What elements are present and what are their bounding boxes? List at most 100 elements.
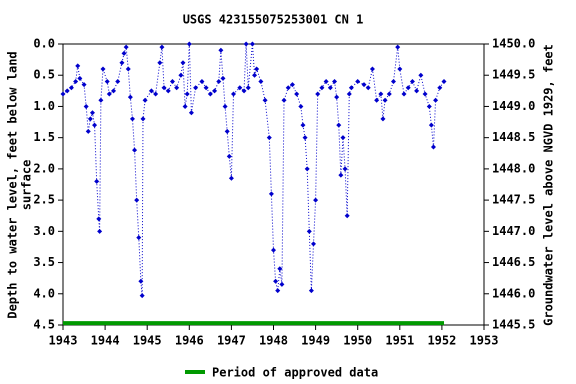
- data-point: [279, 281, 285, 287]
- data-point: [374, 97, 380, 103]
- data-point: [319, 85, 325, 91]
- y-tick-label: 0.5: [33, 68, 55, 82]
- y-tick-label: 4.5: [33, 318, 55, 332]
- x-tick-label: 1947: [217, 334, 246, 348]
- data-point: [300, 122, 306, 128]
- y-tick-label: 2.0: [33, 161, 55, 175]
- data-point: [100, 66, 106, 72]
- data-point: [220, 75, 226, 81]
- data-point: [418, 72, 424, 78]
- data-point: [148, 88, 154, 94]
- y2-tick-label: 1449.5: [492, 68, 535, 82]
- data-point: [409, 78, 415, 84]
- data-point: [178, 72, 184, 78]
- data-point: [180, 60, 186, 66]
- data-point: [188, 110, 194, 116]
- data-point: [237, 85, 243, 91]
- y2-tick-label: 1445.5: [492, 318, 535, 332]
- data-point: [365, 85, 371, 91]
- data-point: [125, 66, 131, 72]
- data-point: [123, 44, 129, 50]
- data-point: [161, 85, 167, 91]
- data-point: [132, 147, 138, 153]
- data-point: [249, 41, 255, 47]
- data-point: [119, 60, 125, 66]
- data-point: [75, 63, 81, 69]
- data-point: [355, 78, 361, 84]
- data-point: [97, 228, 103, 234]
- data-point: [157, 60, 163, 66]
- data-point: [441, 78, 447, 84]
- data-point: [228, 175, 234, 181]
- data-point: [369, 66, 375, 72]
- data-point: [184, 91, 190, 97]
- data-point: [159, 44, 165, 50]
- x-tick-label: 1951: [385, 334, 414, 348]
- data-point: [422, 91, 428, 97]
- data-point: [414, 88, 420, 94]
- data-point: [294, 91, 300, 97]
- data-point: [315, 91, 321, 97]
- data-point: [302, 135, 308, 141]
- legend-label: Period of approved data: [212, 366, 378, 380]
- data-point: [169, 78, 175, 84]
- data-point: [106, 91, 112, 97]
- data-point: [258, 78, 264, 84]
- y2-tick-label: 1447.0: [492, 224, 535, 238]
- data-point: [92, 122, 98, 128]
- data-point: [115, 78, 121, 84]
- data-point: [140, 116, 146, 122]
- data-point: [332, 78, 338, 84]
- y-tick-label: 4.0: [33, 286, 55, 300]
- data-point: [336, 122, 342, 128]
- data-point: [83, 103, 89, 109]
- data-point: [334, 94, 340, 100]
- data-point: [212, 88, 218, 94]
- x-tick-label: 1952: [427, 334, 456, 348]
- data-point: [153, 91, 159, 97]
- data-point: [344, 213, 350, 219]
- data-point: [390, 78, 396, 84]
- data-point: [289, 82, 295, 88]
- x-tick-label: 1944: [91, 334, 120, 348]
- data-point: [346, 91, 352, 97]
- x-tick-label: 1949: [301, 334, 330, 348]
- data-point: [380, 116, 386, 122]
- data-point: [73, 78, 79, 84]
- data-point: [304, 166, 310, 172]
- data-point: [222, 103, 228, 109]
- plot-frame: [62, 43, 485, 326]
- data-point: [348, 85, 354, 91]
- data-point: [134, 197, 140, 203]
- series-line: [62, 43, 445, 296]
- data-point: [104, 78, 110, 84]
- data-point: [262, 97, 268, 103]
- data-point: [313, 197, 319, 203]
- data-point: [224, 128, 230, 134]
- data-point: [342, 166, 348, 172]
- data-point: [271, 247, 276, 253]
- data-point: [405, 85, 411, 91]
- data-point: [94, 178, 100, 184]
- data-point: [127, 94, 133, 100]
- data-point: [254, 66, 260, 72]
- data-point: [136, 235, 142, 241]
- y-tick-label: 2.5: [33, 193, 55, 207]
- y-axis-label: surface: [20, 160, 34, 211]
- data-point: [81, 82, 87, 88]
- data-point: [98, 97, 104, 103]
- y2-tick-label: 1447.5: [492, 193, 535, 207]
- data-point: [182, 103, 188, 109]
- data-point: [386, 91, 392, 97]
- data-point: [174, 85, 180, 91]
- data-point: [121, 50, 127, 56]
- data-point: [207, 91, 213, 97]
- y-tick-label: 3.5: [33, 255, 55, 269]
- data-point: [138, 278, 144, 284]
- x-tick-label: 1948: [259, 334, 288, 348]
- y-tick-label: 1.0: [33, 99, 55, 113]
- y2-tick-label: 1448.5: [492, 130, 535, 144]
- data-point: [139, 293, 145, 299]
- data-point: [142, 97, 148, 103]
- y2-tick-label: 1448.0: [492, 161, 535, 175]
